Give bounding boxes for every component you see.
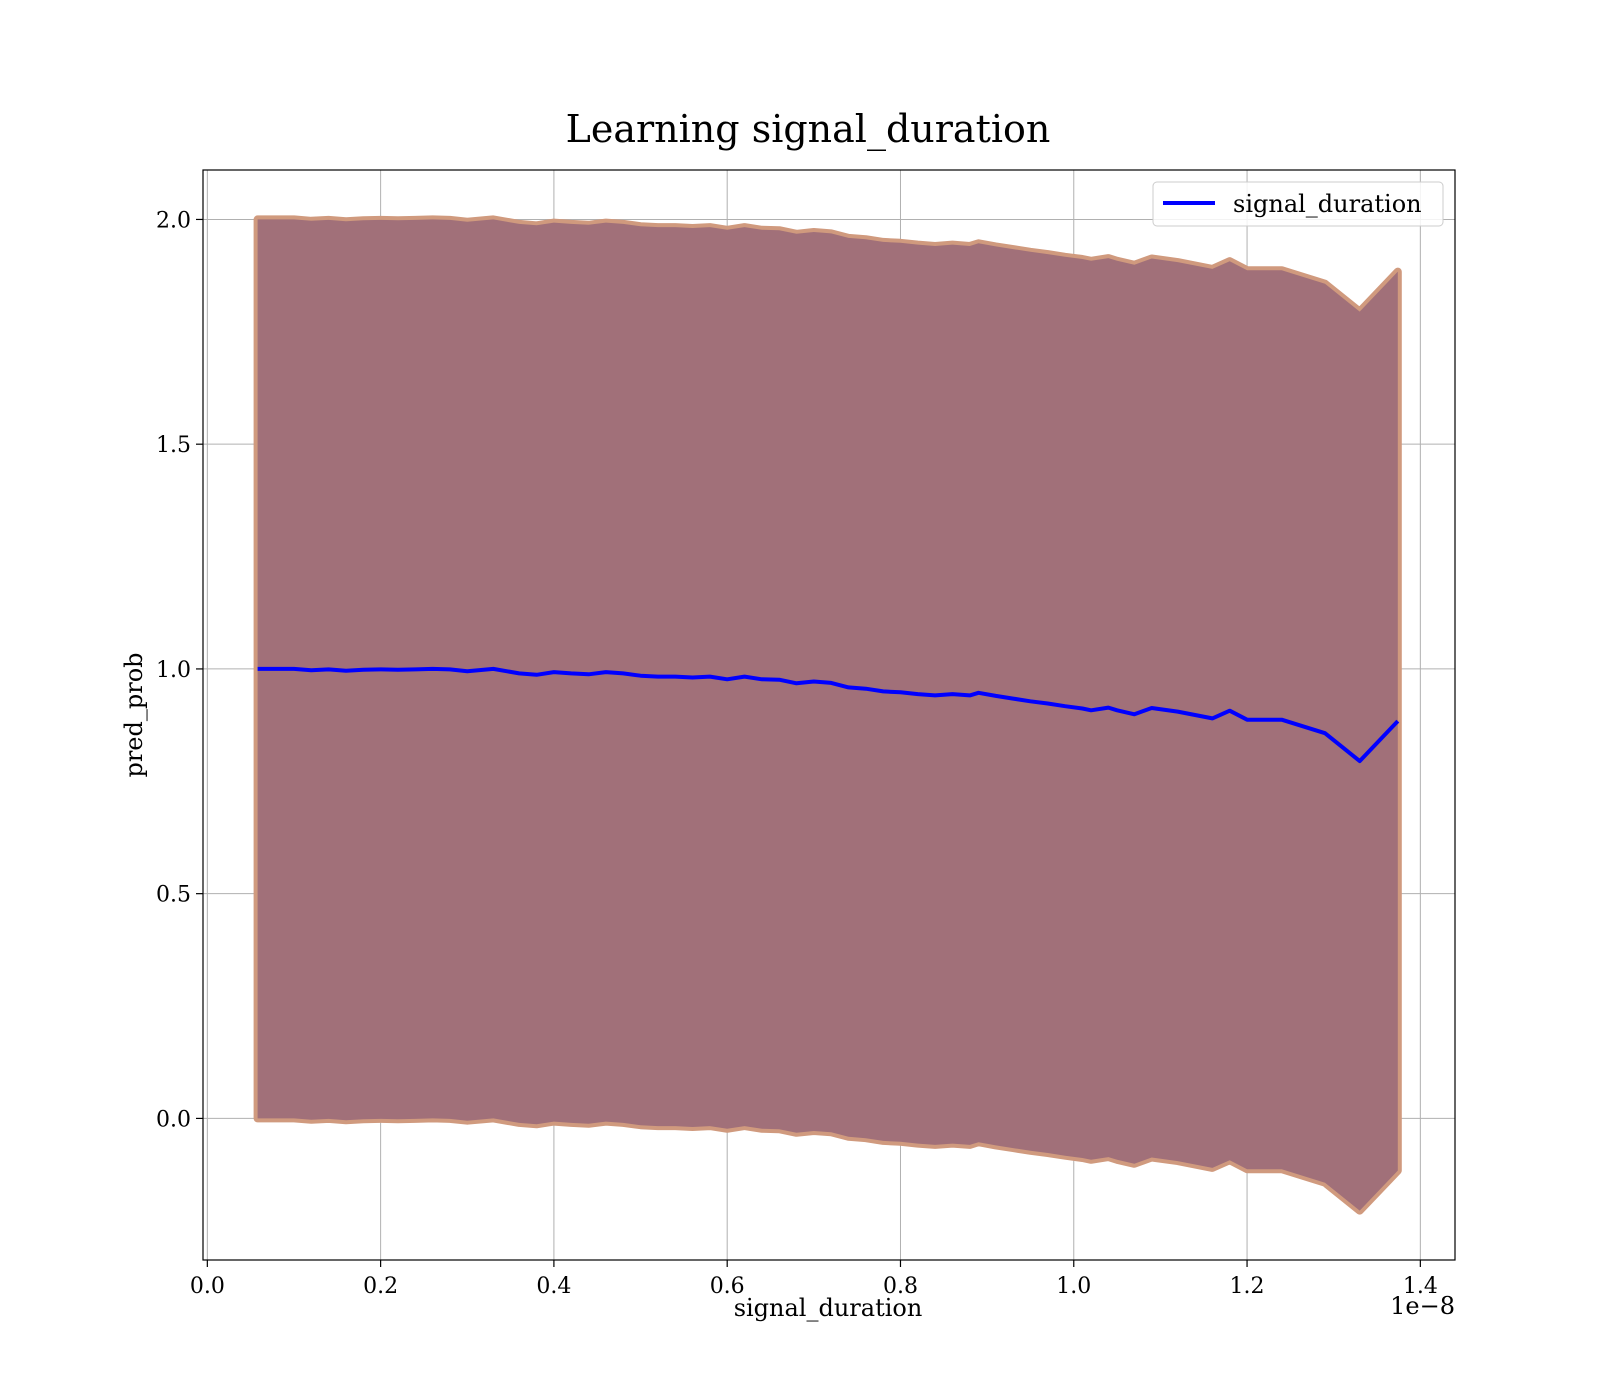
- legend-box: [1152, 181, 1444, 227]
- x-tick-label: 0.4: [536, 1274, 571, 1299]
- y-tick-label: 2.0: [156, 208, 191, 233]
- x-tick-label: 0.2: [363, 1274, 398, 1299]
- y-tick-label: 0.5: [156, 883, 191, 908]
- series-line-signal-duration: [257, 666, 1400, 764]
- legend: signal_duration: [1152, 181, 1444, 227]
- series-line-group: [257, 666, 1400, 764]
- y-tick-label: 1.0: [156, 658, 191, 683]
- x-tick-label: 0.0: [190, 1274, 225, 1299]
- x-tick-label: 1.2: [1230, 1274, 1265, 1299]
- confidence-band-inner: [257, 219, 1398, 1211]
- y-axis-ticks: 0.0 0.5 1.0 1.5 2.0: [156, 208, 203, 1132]
- chart-title: Learning signal_duration: [566, 107, 1051, 152]
- plot-frame: [202, 169, 1456, 1261]
- y-tick-label: 0.0: [156, 1107, 191, 1132]
- x-tick-label: 1.4: [1403, 1274, 1438, 1299]
- x-axis-ticks: 0.0 0.2 0.4 0.6 0.8 1.0 1.2 1.4: [190, 1260, 1438, 1299]
- x-axis-offset-label: 1e−8: [1390, 1292, 1455, 1320]
- x-tick-label: 1.0: [1056, 1274, 1091, 1299]
- x-tick-label: 0.8: [883, 1274, 918, 1299]
- confidence-band: [253, 215, 1402, 1215]
- legend-label: signal_duration: [1233, 190, 1422, 218]
- x-axis-label: signal_duration: [734, 1294, 923, 1322]
- y-axis-label: pred_prob: [120, 652, 148, 777]
- y-tick-label: 1.5: [156, 433, 191, 458]
- x-tick-label: 0.6: [710, 1274, 745, 1299]
